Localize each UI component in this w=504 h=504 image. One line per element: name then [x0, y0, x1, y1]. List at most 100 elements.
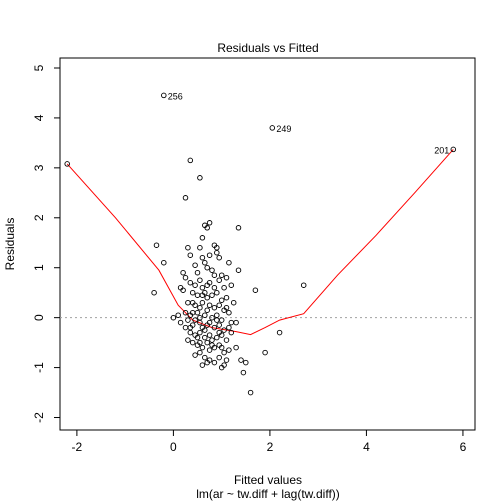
residual-point [161, 92, 167, 99]
residual-point [197, 175, 203, 181]
residual-point [216, 322, 222, 328]
residual-point [214, 334, 220, 341]
y-axis: -2 -1 0 1 2 3 4 5 [32, 64, 60, 423]
residual-point [202, 327, 208, 333]
residual-point [262, 349, 268, 356]
residual-point [194, 334, 201, 341]
residual-point [204, 282, 210, 288]
residual-point [204, 225, 210, 231]
residual-point [226, 309, 232, 316]
loess-smoother-line [66, 149, 454, 336]
residual-point [189, 299, 196, 306]
y-tick-label: 1 [32, 264, 46, 271]
residual-point [211, 284, 218, 291]
residual-point [199, 292, 206, 298]
residual-point [187, 324, 194, 331]
residual-point [189, 289, 196, 296]
residual-point [185, 299, 191, 306]
residual-point [199, 235, 206, 241]
residual-point [197, 244, 203, 251]
outlier-label: 256 [168, 91, 183, 101]
residual-point [153, 242, 160, 248]
residual-point [228, 329, 235, 336]
x-axis-label: Fitted values [234, 473, 302, 487]
residual-point [187, 252, 194, 258]
residual-point [228, 319, 235, 326]
residual-point [450, 146, 457, 153]
residual-point [269, 125, 276, 131]
residual-point [214, 312, 220, 318]
residual-point [197, 277, 203, 283]
residual-point [228, 282, 235, 288]
outlier-label: 249 [276, 124, 291, 134]
residual-point [235, 225, 242, 231]
x-tick-label: 6 [460, 440, 467, 454]
x-tick-label: 0 [170, 440, 177, 454]
residual-point [221, 349, 227, 356]
residual-point [175, 312, 181, 318]
residual-point [206, 347, 213, 353]
residual-point [204, 294, 210, 301]
residual-point [182, 195, 189, 201]
residual-point [238, 357, 244, 363]
residual-point [194, 292, 201, 298]
residual-point [209, 314, 215, 321]
residual-point [204, 307, 210, 313]
y-tick-label: 3 [32, 164, 46, 171]
residual-point [194, 309, 201, 316]
residual-point [206, 319, 213, 326]
residual-point [197, 339, 203, 346]
residual-point [218, 297, 225, 303]
residual-point [197, 304, 203, 311]
residual-point [199, 299, 206, 306]
residual-point [216, 254, 222, 261]
residual-point [199, 284, 206, 291]
residual-point [202, 312, 208, 318]
x-axis: -2 0 2 4 6 [72, 430, 467, 454]
residual-point [192, 262, 198, 268]
residual-point [300, 282, 307, 288]
residual-point [192, 282, 198, 288]
residual-point [218, 364, 225, 371]
residual-point [214, 249, 220, 256]
residual-point [221, 327, 227, 333]
residual-point [206, 302, 213, 308]
residual-point [226, 259, 232, 266]
residual-point [221, 284, 227, 291]
residual-point [223, 357, 230, 363]
residual-point [211, 272, 218, 278]
residual-point [209, 292, 215, 298]
residual-point [216, 329, 222, 336]
residual-point [199, 344, 206, 351]
residual-point [192, 317, 198, 323]
residual-point [216, 277, 222, 283]
residual-point [161, 259, 167, 266]
residual-point [204, 339, 210, 346]
residual-point [202, 354, 208, 361]
residual-point [187, 157, 194, 164]
residual-point [187, 279, 194, 286]
residual-point [226, 347, 232, 353]
residual-point [64, 161, 70, 167]
residual-point [223, 274, 230, 281]
residual-point [192, 352, 198, 358]
residual-point [218, 344, 225, 351]
residual-point [199, 254, 206, 261]
y-tick-label: 0 [32, 314, 46, 321]
y-tick-label: -1 [32, 362, 46, 373]
residual-point [182, 309, 189, 316]
residual-point [204, 359, 210, 366]
residual-point [180, 269, 186, 276]
y-axis-label: Residuals [3, 218, 17, 271]
residual-point [194, 269, 201, 276]
residual-point [151, 289, 157, 296]
residual-point [185, 317, 191, 323]
x-tick-label: -2 [72, 440, 83, 454]
residual-point [202, 259, 208, 266]
residual-point [233, 319, 239, 326]
residual-point [185, 244, 191, 251]
plot-frame [59, 57, 476, 431]
residual-point [206, 252, 213, 258]
residual-point [240, 369, 247, 376]
residual-point [218, 317, 225, 323]
